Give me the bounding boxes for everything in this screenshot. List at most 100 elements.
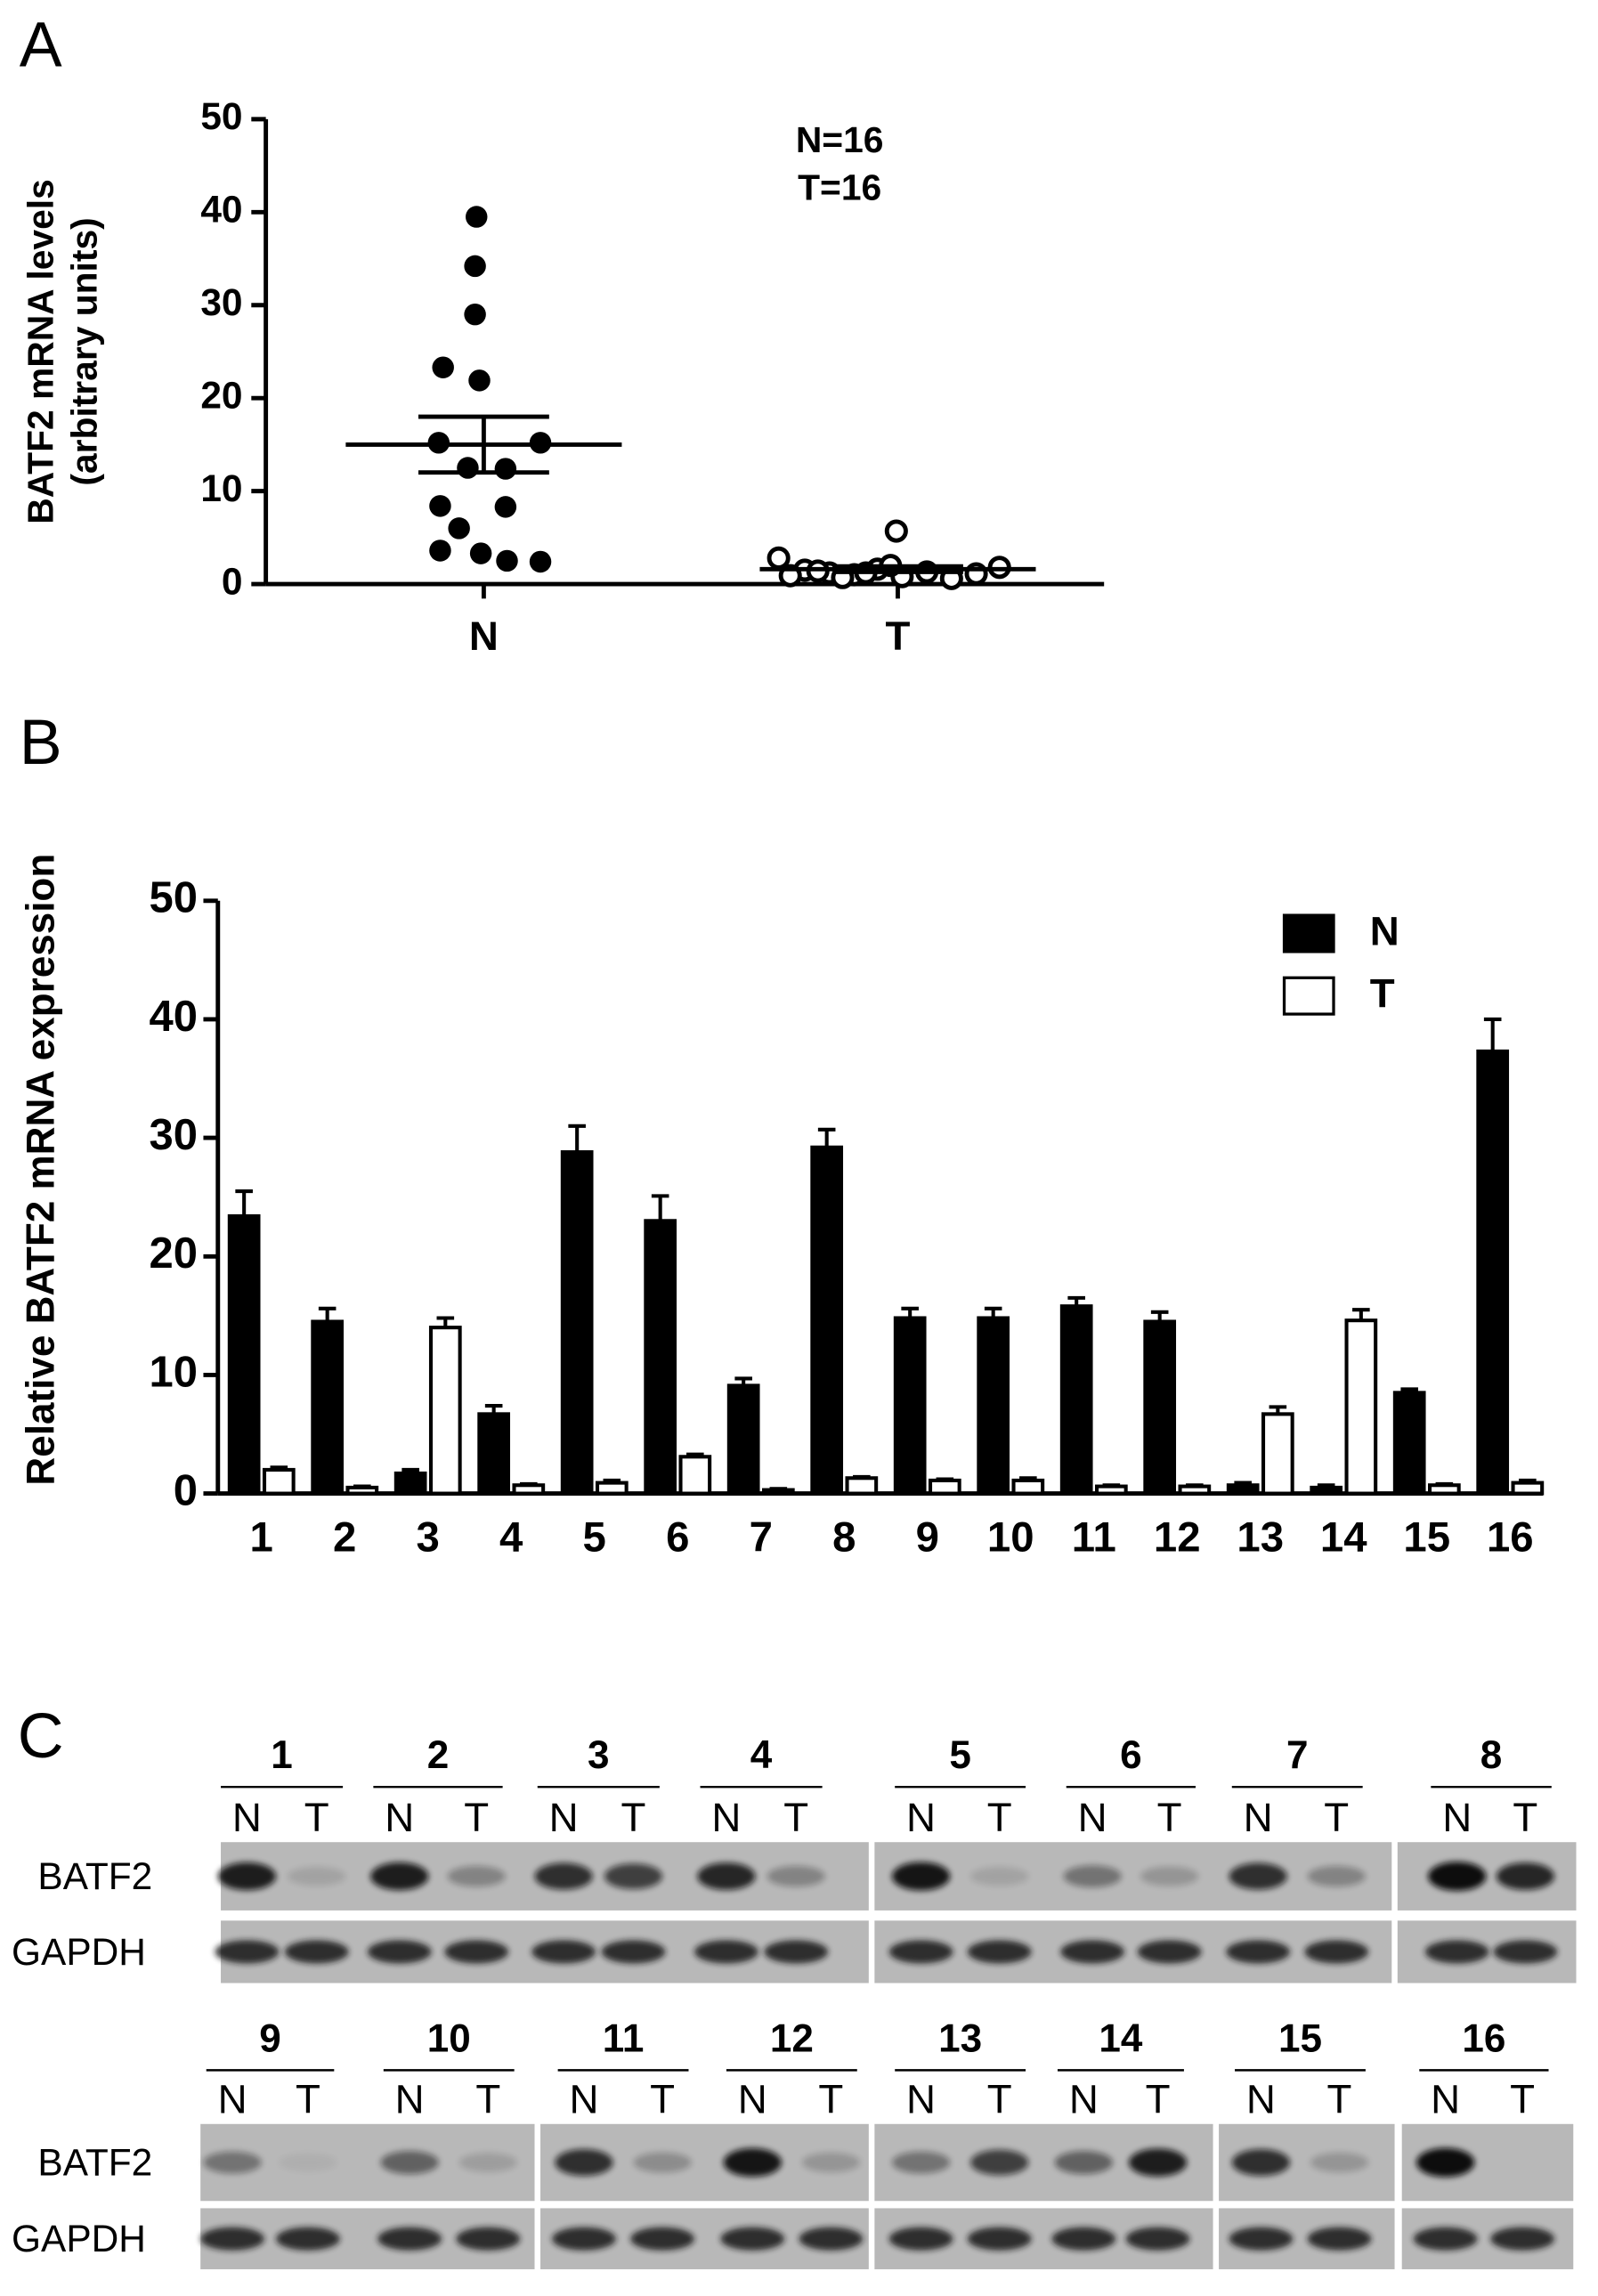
- bar: [893, 1316, 927, 1496]
- lane-label: T: [987, 1795, 1012, 1840]
- y-tick-label: 0: [174, 1467, 198, 1515]
- y-axis-label: Relative BATF2 mRNA expression: [20, 854, 63, 1486]
- lane-label: N: [395, 2076, 425, 2122]
- x-tick-label: 4: [499, 1513, 523, 1561]
- y-tick-label: 20: [200, 374, 242, 416]
- gapdh-band: [967, 2227, 1032, 2251]
- data-point: [469, 542, 492, 564]
- blot-row-label: BATF2: [37, 2141, 152, 2183]
- bar: [1392, 1391, 1426, 1496]
- data-point: [529, 550, 552, 573]
- gapdh-band: [284, 1940, 349, 1964]
- x-tick-label: 2: [333, 1513, 356, 1561]
- data-point: [465, 206, 488, 228]
- gapdh-band: [694, 1940, 758, 1964]
- batf2-band: [447, 1865, 506, 1887]
- blot-strip: [874, 1842, 1392, 1911]
- blot-row-label: BATF2: [37, 1855, 152, 1897]
- y-axis-label: BATF2 mRNA levels: [20, 179, 61, 524]
- batf2-band: [1416, 2147, 1475, 2178]
- gapdh-band: [1226, 1940, 1291, 1964]
- batf2-band: [1231, 2149, 1291, 2177]
- lane-label: N: [1078, 1795, 1107, 1840]
- panel-label: A: [20, 10, 62, 81]
- y-tick-label: 10: [149, 1348, 197, 1396]
- sample-label: 2: [427, 1733, 449, 1777]
- batf2-band: [801, 2152, 861, 2173]
- bar: [810, 1145, 844, 1496]
- gapdh-band: [1125, 2227, 1190, 2251]
- bar: [845, 1476, 879, 1496]
- y-tick-label: 30: [149, 1111, 197, 1159]
- batf2-band: [970, 2149, 1029, 2176]
- lane-label: N: [218, 2076, 247, 2122]
- bar: [678, 1455, 712, 1496]
- gapdh-band: [601, 1940, 666, 1964]
- gapdh-band: [1493, 1940, 1558, 1964]
- lane-label: T: [650, 2076, 675, 2122]
- batf2-band: [1054, 2150, 1113, 2175]
- data-point: [457, 457, 479, 479]
- bar: [393, 1471, 427, 1496]
- batf2-band: [203, 2151, 262, 2174]
- sample-label: 6: [1120, 1733, 1142, 1777]
- bar: [1143, 1319, 1177, 1496]
- gapdh-band: [215, 1940, 280, 1964]
- y-axis-label: (arbitrary units): [64, 217, 105, 485]
- lane-label: T: [818, 2076, 843, 2122]
- data-point: [432, 356, 454, 378]
- y-tick-label: 50: [200, 95, 242, 137]
- bar: [477, 1412, 511, 1496]
- lane-label: N: [906, 2076, 936, 2122]
- blot-row-label: GAPDH: [12, 1931, 146, 1973]
- gapdh-band: [630, 2227, 695, 2251]
- x-tick-label: 16: [1487, 1513, 1534, 1561]
- lane-label: T: [304, 1795, 329, 1840]
- bar: [1261, 1412, 1294, 1496]
- batf2-band: [288, 1866, 346, 1886]
- x-tick-label: 8: [832, 1513, 856, 1561]
- bar: [1226, 1483, 1260, 1496]
- batf2-band: [1310, 2152, 1369, 2173]
- data-point: [464, 303, 486, 326]
- gapdh-band: [799, 2227, 864, 2251]
- x-tick-label: 1: [250, 1513, 273, 1561]
- lane-label: T: [475, 2076, 500, 2122]
- bar: [1476, 1049, 1510, 1496]
- lane-label: T: [621, 1795, 646, 1840]
- lane-label: N: [232, 1795, 262, 1840]
- gapdh-band: [552, 2227, 616, 2251]
- lane-label: N: [1069, 2076, 1099, 2122]
- lane-label: N: [549, 1795, 579, 1840]
- gapdh-band: [1490, 2227, 1555, 2251]
- gapdh-band: [888, 1940, 953, 1964]
- bar: [560, 1150, 594, 1496]
- panel-label: B: [20, 707, 62, 778]
- annotation: N=16: [796, 119, 884, 160]
- x-tick-label: 5: [583, 1513, 606, 1561]
- bar: [345, 1485, 379, 1496]
- gapdh-band: [1304, 1940, 1369, 1964]
- bar: [1344, 1318, 1378, 1496]
- y-tick-label: 40: [149, 993, 197, 1041]
- sample-label: 12: [770, 2016, 814, 2060]
- legend-swatch: [1282, 976, 1335, 1016]
- lane-label: T: [296, 2076, 320, 2122]
- data-point: [884, 519, 908, 543]
- batf2-band: [217, 1862, 277, 1891]
- bar: [1011, 1478, 1045, 1496]
- batf2-band: [1496, 1862, 1555, 1890]
- bar: [928, 1478, 961, 1496]
- batf2-band: [279, 2153, 337, 2172]
- gapdh-band: [888, 2227, 953, 2251]
- x-tick-label: 14: [1320, 1513, 1367, 1561]
- lane-label: N: [569, 2076, 598, 2122]
- gapdh-band: [1424, 1940, 1489, 1964]
- legend-label: T: [1370, 971, 1395, 1017]
- lane-label: N: [385, 1795, 414, 1840]
- data-point: [464, 255, 486, 278]
- sample-label: 14: [1099, 2016, 1142, 2060]
- bar: [1427, 1483, 1461, 1496]
- gapdh-band: [1137, 1940, 1202, 1964]
